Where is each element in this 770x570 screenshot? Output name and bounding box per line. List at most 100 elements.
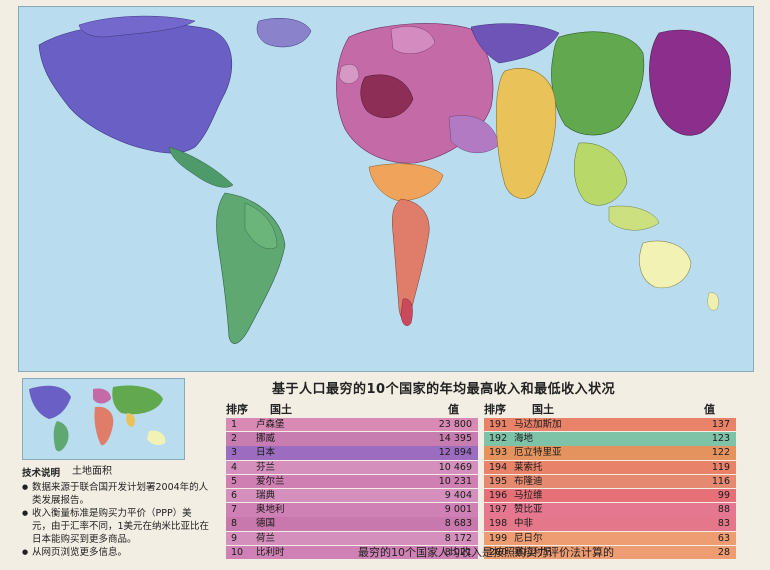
- row-country: 莱索托: [514, 461, 543, 473]
- table-row: 9 荷兰 8 172: [226, 531, 478, 545]
- table-row: 198 中非 83: [484, 517, 736, 531]
- row-value: 119: [711, 461, 730, 473]
- row-country: 芬兰: [256, 461, 276, 473]
- row-country: 布隆迪: [514, 475, 543, 487]
- row-country: 赞比亚: [514, 504, 543, 516]
- table-row: 196 马拉维 99: [484, 488, 736, 503]
- row-rank: 191: [489, 419, 508, 430]
- header-value-left: 值: [448, 403, 459, 416]
- table-row: 193 厄立特里亚 122: [484, 446, 736, 460]
- table-row: 7 奥地利 9 001: [226, 503, 478, 517]
- table-row: 199 尼日尔 63: [484, 531, 736, 545]
- region-canada-north: [78, 15, 196, 38]
- region-africa: [392, 198, 430, 320]
- region-south-asia: [495, 68, 557, 199]
- row-value: 8 172: [444, 532, 472, 544]
- row-value: 63: [717, 532, 730, 544]
- technical-notes: 技术说明 数据来源于联合国开发计划署2004年的人类发展报告。 收入衡量标准是购…: [22, 467, 210, 559]
- note-item: 从网页浏览更多信息。: [22, 546, 210, 559]
- row-value: 9 404: [444, 489, 472, 501]
- inset-shapes: [29, 385, 166, 452]
- row-rank: 2: [231, 433, 238, 445]
- table-row: 192 海地 123: [484, 432, 736, 446]
- region-indonesia: [608, 205, 660, 231]
- row-rank: 8: [231, 518, 238, 530]
- row-rank: 1: [231, 419, 238, 430]
- region-south-africa: [400, 298, 413, 326]
- row-rank: 196: [489, 489, 508, 501]
- row-rank: 195: [489, 475, 508, 487]
- region-russia: [470, 23, 560, 64]
- row-country: 尼日尔: [514, 532, 543, 544]
- row-value: 116: [711, 475, 730, 487]
- row-value: 8 683: [444, 518, 472, 530]
- row-rank: 5: [231, 475, 238, 487]
- row-rank: 200: [489, 546, 508, 558]
- row-country: 比利时: [256, 546, 285, 558]
- bottom-income-table: 191 马达加斯加 137 192 海地 123 193 厄立特里亚 122 194 莱索托 119 1…: [484, 418, 736, 560]
- row-value: 137: [711, 419, 730, 430]
- region-brazil: [244, 202, 278, 249]
- row-rank: 199: [489, 532, 508, 544]
- inset-asia: [112, 385, 163, 415]
- table-title: 基于人口最穷的10个国家的年均最高收入和最低收入状况: [272, 382, 616, 397]
- table-row: 200 塞拉利昂 28: [484, 545, 736, 560]
- top-income-table: 1 卢森堡 23 800 2 挪威 14 395 3 日本 12 894 4 芬兰 10 469 5 爱尔…: [226, 418, 478, 560]
- header-rank-left: 排序: [226, 403, 248, 416]
- row-country: 塞拉利昂: [514, 546, 553, 558]
- row-country: 中非: [514, 518, 534, 530]
- note-item: 数据来源于联合国开发计划署2004年的人类发展报告。: [22, 481, 210, 507]
- header-rank-right: 排序: [484, 403, 506, 416]
- row-value: 88: [717, 504, 730, 516]
- region-greenland: [256, 18, 312, 48]
- inset-land-area-map: [22, 378, 185, 460]
- row-rank: 194: [489, 461, 508, 473]
- table-row: 10 比利时 8 021: [226, 545, 478, 560]
- inset-south-america: [53, 421, 69, 452]
- row-rank: 193: [489, 447, 508, 459]
- region-uk: [338, 64, 360, 84]
- table-row: 6 瑞典 9 404: [226, 488, 478, 503]
- row-rank: 4: [231, 461, 238, 473]
- region-japan: [649, 29, 731, 136]
- main-cartogram-map: [18, 6, 754, 372]
- row-country: 马拉维: [514, 489, 543, 501]
- region-germany: [360, 74, 414, 118]
- row-rank: 9: [231, 532, 238, 544]
- note-item: 收入衡量标准是购买力平价（PPP）美元，由于汇率不同，1美元在纳米比亚比在日本能…: [22, 507, 210, 546]
- row-value: 10 469: [438, 461, 472, 473]
- row-value: 122: [711, 447, 730, 459]
- notes-heading: 技术说明: [22, 468, 61, 479]
- row-value: 123: [711, 433, 730, 445]
- row-value: 10 231: [438, 475, 472, 487]
- region-scandinavia: [390, 26, 436, 54]
- row-value: 9 001: [444, 504, 472, 516]
- inset-europe: [93, 388, 111, 404]
- row-country: 爱尔兰: [256, 475, 285, 487]
- region-east-asia: [551, 31, 645, 136]
- table-row: 197 赞比亚 88: [484, 503, 736, 517]
- inset-north-america: [29, 385, 71, 419]
- table-row: 8 德国 8 683: [226, 517, 478, 531]
- row-country: 奥地利: [256, 504, 285, 516]
- header-value-right: 值: [704, 403, 715, 416]
- row-country: 瑞典: [256, 489, 276, 501]
- row-value: 12 894: [438, 447, 472, 459]
- table-row: 2 挪威 14 395: [226, 432, 478, 446]
- row-country: 马达加斯加: [514, 419, 562, 430]
- region-central-america: [168, 146, 234, 188]
- region-australia: [639, 240, 692, 289]
- region-new-zealand: [707, 292, 719, 311]
- region-north-africa: [368, 163, 444, 202]
- row-rank: 198: [489, 518, 508, 530]
- row-value: 99: [717, 489, 730, 501]
- row-value: 14 395: [438, 433, 472, 445]
- row-country: 海地: [514, 433, 534, 445]
- inset-south-asia: [126, 413, 135, 427]
- table-row: 191 马达加斯加 137: [484, 418, 736, 432]
- row-country: 日本: [256, 447, 276, 459]
- table-row: 194 莱索托 119: [484, 460, 736, 474]
- region-north-america: [38, 23, 233, 154]
- table-row: 1 卢森堡 23 800: [226, 418, 478, 432]
- inset-map-label: 土地面积: [72, 466, 112, 477]
